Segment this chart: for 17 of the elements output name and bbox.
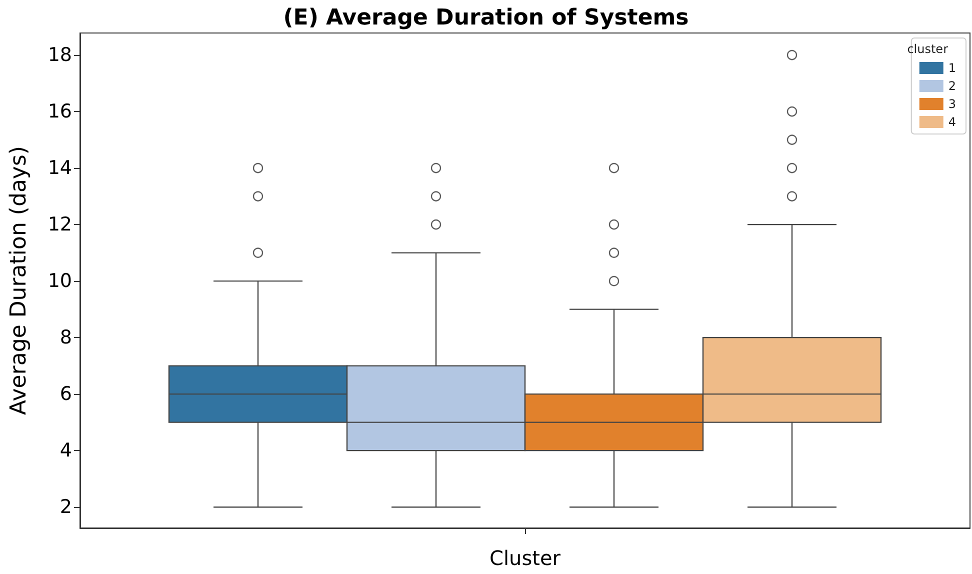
- legend-title: cluster: [907, 42, 948, 56]
- y-tick-label: 8: [60, 326, 72, 349]
- legend-label: 4: [948, 115, 956, 129]
- y-tick-label: 16: [48, 100, 72, 123]
- y-tick-label: 4: [60, 440, 72, 462]
- y-tick-label: 18: [48, 44, 72, 66]
- y-tick-label: 10: [48, 270, 72, 292]
- y-tick-label: 6: [60, 383, 72, 406]
- y-tick-label: 14: [48, 157, 72, 180]
- y-tick-label: 2: [60, 496, 72, 518]
- y-axis-title: Average Duration (days): [6, 146, 32, 415]
- chart-title: (E) Average Duration of Systems: [283, 6, 689, 30]
- legend-label: 3: [948, 97, 956, 111]
- x-axis-title: Cluster: [490, 546, 562, 570]
- legend-label: 2: [948, 79, 956, 93]
- y-tick-label: 12: [48, 214, 72, 236]
- legend-label: 1: [948, 61, 956, 75]
